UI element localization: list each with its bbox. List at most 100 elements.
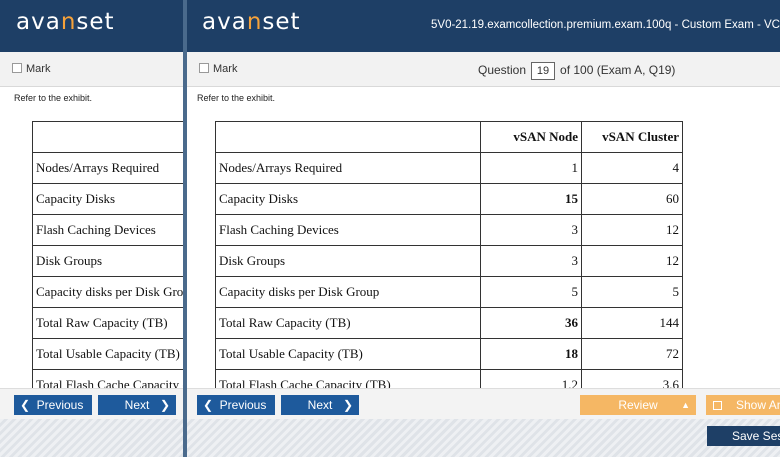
question-label: Question <box>478 63 527 78</box>
show-answer-label: Show Answer <box>736 398 780 412</box>
window-separator <box>183 0 187 457</box>
node-cell: 18 <box>480 338 582 370</box>
table-row: Total Flash Cache Capacity (TB) 1.2 3.6 <box>215 369 683 388</box>
chevron-left-icon: ❮ <box>20 398 31 412</box>
node-cell: 3 <box>480 214 582 246</box>
mark-checkbox-back[interactable]: Mark <box>12 63 50 75</box>
checkbox-icon <box>199 63 209 73</box>
save-session-button[interactable]: Save Session <box>707 426 780 446</box>
cluster-cell: 5 <box>581 276 683 308</box>
title-bar: avanset 5V0-21.19.examcollection.premium… <box>187 0 780 52</box>
row-label: Total Raw Capacity (TB) <box>215 307 481 339</box>
row-label: Total Flash Cache Capacity (TB) <box>215 369 481 388</box>
cluster-cell: 4 <box>581 152 683 184</box>
window-title: 5V0-21.19.examcollection.premium.exam.10… <box>431 19 780 31</box>
table-row: Capacity Disks <box>32 183 183 215</box>
background-exam-window: avanset Mark Refer to the exhibit. Nodes… <box>0 0 183 457</box>
avanset-logo-back: avanset <box>16 9 115 35</box>
status-area-back <box>0 419 183 457</box>
refer-text-back: Refer to the exhibit. <box>14 93 93 103</box>
next-label: Next <box>124 398 150 412</box>
cluster-cell: 144 <box>581 307 683 339</box>
chevron-left-icon: ❮ <box>203 398 214 412</box>
checkbox-icon <box>12 63 22 73</box>
node-cell: 1.2 <box>480 369 582 388</box>
chevron-right-icon: ❯ <box>159 398 170 412</box>
exhibit-area-back: Nodes/Arrays Required Capacity Disks Fla… <box>0 105 183 388</box>
table-row: Capacity disks per Disk Group <box>32 276 183 308</box>
row-label: Capacity disks per Disk Group <box>32 276 183 308</box>
previous-button-back[interactable]: ❮ Previous <box>14 395 92 415</box>
cluster-cell: 12 <box>581 214 683 246</box>
table-row: Disk Groups <box>32 245 183 277</box>
question-bar: Mark Question 19 of 100 (Exam A, Q19) <box>187 52 780 87</box>
table-row: Total Usable Capacity (TB) <box>32 338 183 370</box>
table-row: Nodes/Arrays Required <box>32 152 183 184</box>
mark-label: Mark <box>213 63 238 75</box>
previous-label: Previous <box>219 398 267 412</box>
question-number-input[interactable]: 19 <box>531 62 556 80</box>
node-cell: 3 <box>480 245 582 277</box>
row-label: Disk Groups <box>215 245 481 277</box>
row-label: Nodes/Arrays Required <box>32 152 183 184</box>
table-row: Capacity Disks 15 60 <box>215 183 683 215</box>
header-cell-vsan-node: vSAN Node <box>480 121 582 153</box>
previous-button[interactable]: ❮ Previous <box>197 395 275 415</box>
status-area: Save Session <box>187 419 780 457</box>
row-label: Capacity Disks <box>215 183 481 215</box>
node-cell: 1 <box>480 152 582 184</box>
show-answer-button[interactable]: Show Answer <box>706 395 780 415</box>
table-row: Disk Groups 3 12 <box>215 245 683 277</box>
triangle-up-icon: ▲ <box>681 400 690 410</box>
next-label: Next <box>307 398 333 412</box>
cluster-cell: 72 <box>581 338 683 370</box>
table-header-row <box>32 121 183 153</box>
title-bar-back: avanset <box>0 0 183 52</box>
checkbox-icon <box>713 401 722 410</box>
exhibit-area: vSAN Node vSAN Cluster Nodes/Arrays Requ… <box>187 105 780 388</box>
table-row: Total Raw Capacity (TB) <box>32 307 183 339</box>
next-button-back[interactable]: Next ❯ <box>98 395 176 415</box>
node-cell: 15 <box>480 183 582 215</box>
row-label: Total Usable Capacity (TB) <box>215 338 481 370</box>
mark-label: Mark <box>26 63 51 75</box>
node-cell: 36 <box>480 307 582 339</box>
review-label: Review <box>618 398 658 412</box>
cluster-cell: 3.6 <box>581 369 683 388</box>
question-total: of 100 (Exam A, Q19) <box>560 63 676 78</box>
row-label: Total Flash Cache Capacity (TB) <box>32 369 183 388</box>
row-label: Disk Groups <box>32 245 183 277</box>
row-label: Capacity disks per Disk Group <box>215 276 481 308</box>
header-cell <box>32 121 183 153</box>
exam-window: avanset 5V0-21.19.examcollection.premium… <box>187 0 780 457</box>
table-row: Total Usable Capacity (TB) 18 72 <box>215 338 683 370</box>
chevron-right-icon: ❯ <box>342 398 353 412</box>
table-row: Total Flash Cache Capacity (TB) <box>32 369 183 388</box>
previous-label: Previous <box>36 398 84 412</box>
row-label: Flash Caching Devices <box>215 214 481 246</box>
question-indicator: Question 19 of 100 (Exam A, Q19) <box>478 62 675 80</box>
nav-bar: ❮ Previous Next ❯ Review ▲ Show Answer <box>187 388 780 419</box>
nav-bar-back: ❮ Previous Next ❯ <box>0 388 183 419</box>
row-label: Flash Caching Devices <box>32 214 183 246</box>
cluster-cell: 60 <box>581 183 683 215</box>
table-row: Flash Caching Devices <box>32 214 183 246</box>
row-label: Nodes/Arrays Required <box>215 152 481 184</box>
cluster-cell: 12 <box>581 245 683 277</box>
next-button[interactable]: Next ❯ <box>281 395 359 415</box>
row-label: Capacity Disks <box>32 183 183 215</box>
table-row: Nodes/Arrays Required 1 4 <box>215 152 683 184</box>
exhibit-table-back: Nodes/Arrays Required Capacity Disks Fla… <box>32 121 183 388</box>
table-row: Capacity disks per Disk Group 5 5 <box>215 276 683 308</box>
node-cell: 5 <box>480 276 582 308</box>
header-cell <box>215 121 481 153</box>
header-cell-vsan-cluster: vSAN Cluster <box>581 121 683 153</box>
mark-checkbox[interactable]: Mark <box>199 63 237 75</box>
table-row: Flash Caching Devices 3 12 <box>215 214 683 246</box>
question-bar-back: Mark <box>0 52 183 87</box>
review-button[interactable]: Review ▲ <box>580 395 696 415</box>
table-header-row: vSAN Node vSAN Cluster <box>215 121 683 153</box>
avanset-logo: avanset <box>202 9 301 35</box>
row-label: Total Raw Capacity (TB) <box>32 307 183 339</box>
refer-text: Refer to the exhibit. <box>197 93 276 103</box>
